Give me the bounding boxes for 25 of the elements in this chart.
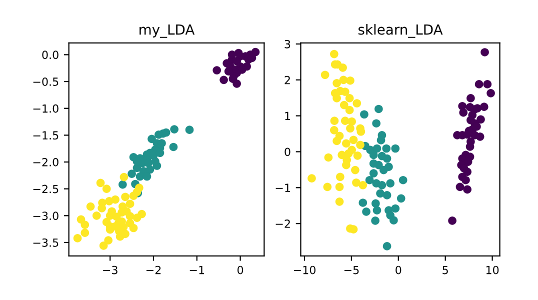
y-tick-label: −2.5 [33, 184, 58, 194]
y-tick-label: 0 [284, 148, 290, 156]
x-tick-label: −5 [344, 266, 359, 274]
y-tick-label: −1.5 [33, 131, 58, 140]
y-tick-label: −3.0 [33, 212, 58, 220]
x-tick-label: 10 [486, 266, 499, 274]
chart-title: my_LDA [140, 24, 195, 38]
y-tick-label: 3 [284, 40, 290, 48]
y-tick-label: −1.0 [33, 104, 58, 113]
chart-title: sklearn_LDA [358, 24, 443, 38]
x-tick-label: −10 [294, 266, 316, 274]
y-tick-label: −2.0 [33, 158, 58, 166]
y-tick-label: 2 [284, 76, 290, 84]
x-tick-label: 0 [237, 266, 244, 274]
x-tick-label: 0 [396, 266, 402, 274]
y-tick-label: −0.5 [33, 78, 58, 86]
y-tick-label: 1 [285, 112, 290, 120]
y-tick-label: −2 [276, 220, 290, 228]
x-tick-label: −2 [146, 266, 161, 274]
x-tick-label: −3 [103, 266, 118, 274]
x-tick-label: 5 [442, 266, 448, 274]
y-tick-label: −1 [276, 184, 290, 192]
y-tick-label: 0.0 [42, 50, 58, 60]
x-tick-label: −1 [190, 266, 204, 274]
y-tick-label: −3.5 [33, 238, 58, 247]
